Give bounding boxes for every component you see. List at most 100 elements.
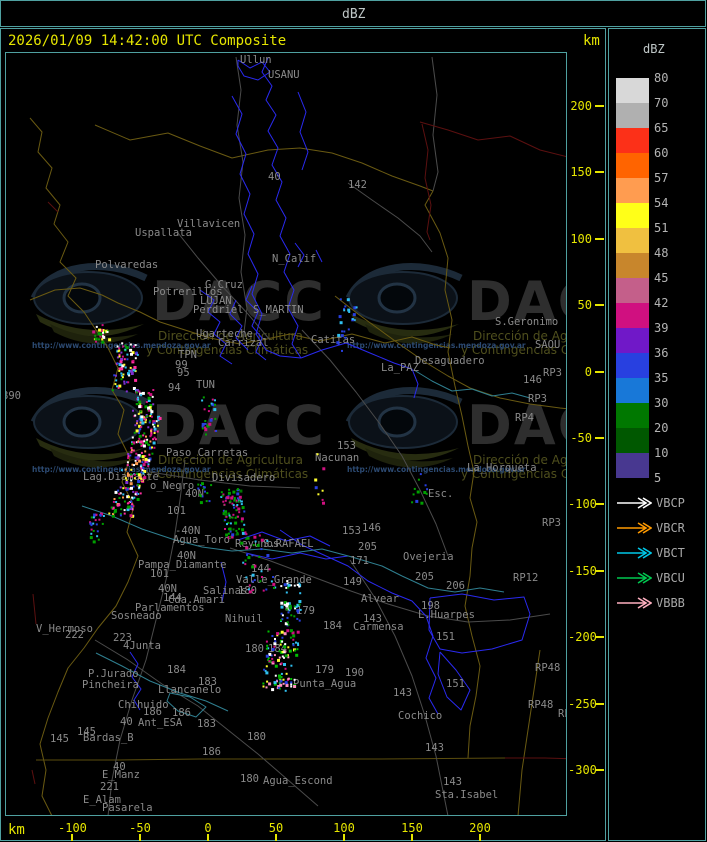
- radar-echo-pixel: [265, 671, 269, 675]
- radar-echo-pixel: [240, 520, 243, 523]
- radar-echo-pixel: [132, 490, 135, 493]
- radar-echo-pixel: [114, 510, 117, 513]
- radar-echo-pixel: [201, 422, 205, 426]
- radar-echo-pixel: [140, 415, 144, 419]
- radar-echo-pixel: [101, 335, 104, 338]
- radar-echo-pixel: [244, 559, 247, 562]
- radar-echo-pixel: [253, 579, 256, 582]
- radar-echo-pixel: [138, 437, 141, 440]
- radar-echo-pixel: [271, 635, 274, 637]
- radar-echo-pixel: [144, 440, 148, 444]
- radar-echo-pixel: [143, 440, 146, 443]
- map-place-label: 151: [446, 678, 465, 690]
- radar-echo-pixel: [246, 536, 250, 540]
- radar-echo-pixel: [129, 473, 132, 476]
- radar-echo-pixel: [95, 513, 98, 516]
- radar-echo-pixel: [116, 350, 119, 353]
- radar-echo-pixel: [265, 686, 268, 689]
- radar-echo-pixel: [282, 650, 286, 654]
- radar-echo-pixel: [130, 475, 133, 478]
- radar-echo-pixel: [248, 584, 251, 587]
- radar-echo-pixel: [296, 617, 299, 620]
- radar-echo-pixel: [286, 580, 289, 583]
- radar-echo-pixel: [244, 531, 247, 534]
- radar-echo-pixel: [126, 461, 129, 464]
- radar-echo-pixel: [130, 500, 133, 503]
- map-place-label: 171: [350, 555, 369, 567]
- radar-echo-pixel: [153, 423, 156, 426]
- radar-echo-pixel: [153, 421, 156, 424]
- radar-echo-pixel: [199, 501, 203, 505]
- radar-echo-pixel: [274, 640, 277, 643]
- map-place-label: 186: [202, 746, 221, 758]
- radar-echo-pixel: [240, 500, 243, 503]
- radar-echo-pixel: [199, 495, 202, 498]
- radar-echo-pixel: [122, 496, 124, 499]
- radar-echo-pixel: [420, 501, 424, 505]
- radar-echo-pixel: [120, 351, 123, 354]
- radar-echo-pixel: [137, 493, 140, 495]
- radar-echo-pixel: [101, 340, 105, 344]
- radar-echo-pixel: [282, 678, 285, 681]
- radar-echo-pixel: [93, 513, 97, 517]
- radar-echo-pixel: [141, 443, 144, 446]
- radar-echo-pixel: [114, 383, 117, 386]
- radar-echo-pixel: [202, 486, 205, 488]
- map-boundary-line: [231, 95, 302, 359]
- radar-echo-pixel: [226, 523, 228, 526]
- radar-echo-pixel: [126, 473, 130, 477]
- radar-echo-pixel: [227, 512, 230, 515]
- radar-echo-pixel: [299, 608, 302, 611]
- radar-echo-pixel: [135, 452, 138, 455]
- radar-echo-pixel: [141, 479, 143, 482]
- radar-echo-pixel: [287, 602, 291, 606]
- radar-echo-pixel: [125, 381, 128, 384]
- map-place-label: 223: [113, 632, 132, 644]
- radar-echo-pixel: [129, 454, 132, 457]
- radar-echo-pixel: [131, 463, 134, 466]
- radar-echo-pixel: [138, 476, 142, 479]
- map-place-label: RP3: [543, 367, 562, 379]
- radar-echo-pixel: [123, 380, 126, 383]
- radar-echo-pixel: [123, 363, 126, 366]
- radar-echo-pixel: [147, 406, 151, 410]
- radar-echo-pixel: [152, 441, 156, 445]
- radar-echo-pixel: [137, 480, 141, 483]
- radar-echo-pixel: [207, 410, 210, 413]
- radar-echo-pixel: [199, 493, 201, 496]
- radar-echo-pixel: [245, 576, 248, 579]
- radar-echo-pixel: [158, 417, 162, 420]
- radar-echo-pixel: [280, 601, 284, 605]
- radar-echo-pixel: [293, 615, 296, 618]
- radar-echo-pixel: [121, 376, 124, 379]
- radar-echo-pixel: [128, 487, 131, 490]
- radar-echo-pixel: [120, 378, 123, 381]
- radar-echo-pixel: [290, 678, 293, 680]
- radar-echo-pixel: [287, 586, 290, 589]
- radar-echo-pixel: [206, 492, 209, 495]
- radar-echo-pixel: [150, 410, 154, 414]
- radar-echo-pixel: [118, 369, 121, 372]
- radar-echo-pixel: [297, 584, 300, 586]
- radar-echo-pixel: [412, 493, 415, 496]
- radar-echo-pixel: [152, 438, 155, 441]
- radar-echo-pixel: [134, 357, 137, 360]
- radar-echo-pixel: [134, 424, 137, 427]
- radar-echo-pixel: [230, 496, 234, 500]
- radar-echo-pixel: [237, 533, 240, 536]
- radar-echo-pixel: [108, 512, 111, 515]
- radar-echo-pixel: [235, 533, 238, 536]
- radar-echo-pixel: [132, 485, 135, 488]
- radar-echo-pixel: [142, 434, 145, 437]
- radar-echo-pixel: [104, 331, 106, 334]
- radar-echo-pixel: [236, 489, 239, 492]
- radar-echo-pixel: [274, 664, 278, 668]
- radar-echo-pixel: [96, 530, 99, 533]
- radar-echo-pixel: [278, 674, 281, 678]
- radar-echo-pixel: [258, 534, 261, 537]
- map-place-label: Villavicen: [177, 218, 240, 230]
- map-place-label: 4Junta: [123, 640, 161, 652]
- radar-echo-pixel: [149, 419, 152, 422]
